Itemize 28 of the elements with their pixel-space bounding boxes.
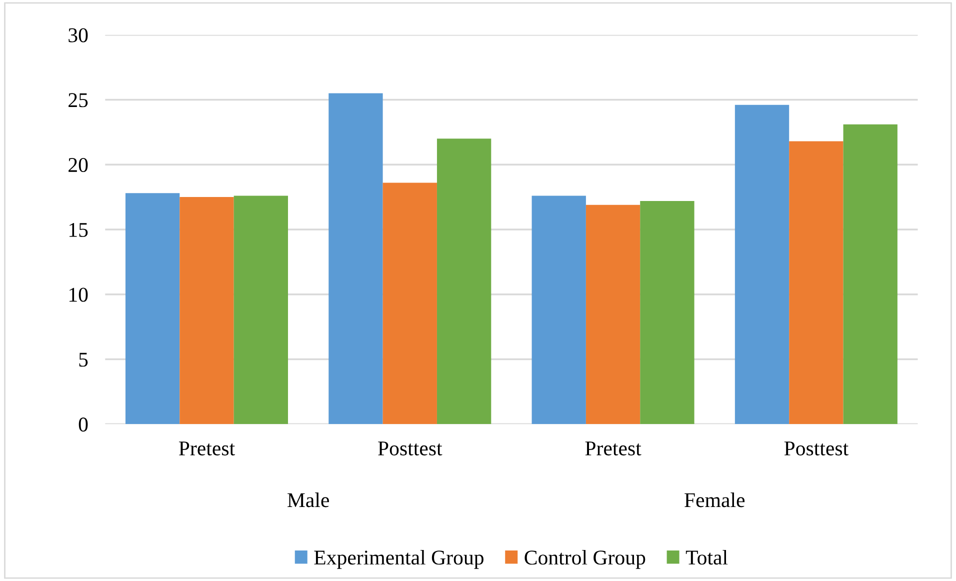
legend-label: Control Group	[524, 550, 646, 569]
x-tick-label: Pretest	[585, 442, 642, 456]
bar	[734, 104, 790, 424]
bar	[789, 141, 844, 424]
y-tick-label: 5	[79, 352, 88, 367]
bar	[436, 138, 492, 424]
text: Female	[684, 492, 745, 508]
text: Male	[288, 492, 329, 508]
x-tick-label: Posttest	[378, 442, 442, 456]
y-tick-label: 25	[68, 93, 88, 108]
bar	[843, 124, 898, 424]
bar	[180, 197, 234, 424]
bar	[234, 196, 288, 424]
y-tick-label: 15	[69, 222, 88, 237]
y-tick-label: 10	[69, 288, 88, 302]
y-tick-label: 20	[68, 158, 88, 172]
bar	[532, 196, 586, 424]
y-tick-label: 30	[68, 28, 88, 42]
legend-label: Total	[686, 550, 728, 565]
bar	[586, 204, 640, 424]
y-tick-label: 0	[78, 418, 88, 432]
legend-label: Experimental Group	[314, 550, 484, 569]
x-tick-label: Posttest	[784, 442, 848, 456]
bar	[328, 93, 383, 424]
bar	[382, 182, 437, 424]
x-tick-label: Pretest	[178, 442, 235, 456]
bar	[640, 200, 694, 424]
bar	[125, 193, 180, 424]
